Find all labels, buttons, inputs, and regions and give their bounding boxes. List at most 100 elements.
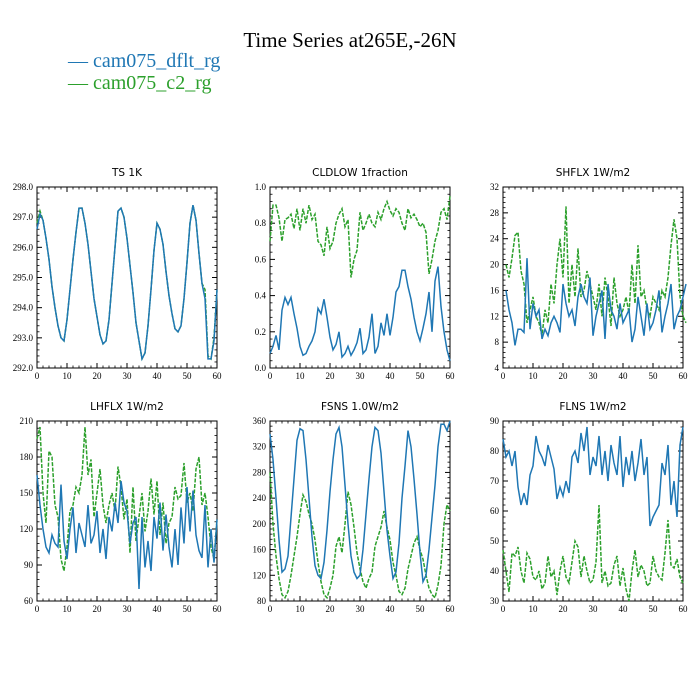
x-tick-label: 0 [501, 604, 506, 614]
x-tick-label: 50 [649, 604, 659, 614]
x-tick-label: 0 [35, 604, 40, 614]
y-tick-label: 160 [253, 545, 267, 555]
x-tick-label: 60 [446, 371, 456, 381]
y-tick-label: 30 [490, 596, 500, 606]
x-tick-label: 30 [123, 371, 133, 381]
y-tick-label: 28 [490, 208, 500, 218]
x-tick-label: 50 [416, 604, 426, 614]
x-tick-label: 60 [446, 604, 456, 614]
x-tick-label: 20 [559, 604, 569, 614]
series-line-dflt [269, 266, 451, 361]
x-tick-label: 20 [326, 371, 336, 381]
y-tick-label: 0.4 [255, 291, 267, 301]
panel-title: FSNS 1.0W/m2 [321, 401, 399, 413]
panel-4: LHFLX 1W/m2 0 10 20 30 40 50 60 60 90 120 150 180 210 [20, 401, 223, 614]
x-tick-label: 60 [679, 604, 689, 614]
x-tick-label: 0 [268, 604, 273, 614]
y-tick-label: 240 [253, 493, 267, 503]
panel-title: CLDLOW 1fraction [312, 167, 408, 179]
y-tick-label: 180 [20, 452, 34, 462]
x-tick-label: 40 [153, 371, 163, 381]
series-line-c2 [502, 504, 684, 602]
y-tick-label: 297.0 [13, 212, 34, 222]
x-tick-label: 10 [296, 604, 306, 614]
plot-frame [502, 186, 684, 369]
series-line-c2 [269, 196, 451, 278]
x-tick-label: 20 [93, 604, 103, 614]
legend-entry-series-2: — cam075_c2_rg [68, 72, 212, 94]
panel-title: SHFLX 1W/m2 [556, 167, 631, 179]
y-tick-label: 294.0 [13, 303, 34, 313]
series-line-c2 [505, 206, 687, 336]
x-tick-label: 60 [213, 604, 223, 614]
y-tick-label: 298.0 [13, 182, 34, 192]
y-tick-label: 210 [20, 416, 34, 426]
y-tick-label: 0.8 [255, 218, 267, 228]
series-line-dflt [505, 258, 687, 346]
x-tick-label: 50 [416, 371, 426, 381]
y-tick-label: 60 [24, 596, 34, 606]
x-tick-label: 30 [589, 371, 599, 381]
panel-1: TS 1K 0 10 20 30 40 50 60 292.0 293.0 294.0 295.0 29… [13, 167, 222, 381]
panel-3: SHFLX 1W/m2 0 10 20 30 40 50 60 4 8 12 16 20 24 28 32 [490, 167, 688, 381]
x-tick-label: 10 [529, 371, 539, 381]
x-tick-label: 10 [63, 371, 73, 381]
x-tick-label: 20 [93, 371, 103, 381]
y-tick-label: 12 [490, 311, 499, 321]
x-tick-label: 50 [183, 371, 193, 381]
y-tick-label: 295.0 [13, 273, 34, 283]
y-tick-label: 120 [253, 570, 267, 580]
x-tick-label: 0 [501, 371, 506, 381]
y-tick-label: 20 [490, 260, 500, 270]
chart-title: Time Series at265E,-26N [243, 28, 457, 52]
y-tick-label: 320 [253, 442, 267, 452]
panel-title: LHFLX 1W/m2 [90, 401, 164, 413]
panel-5: FSNS 1.0W/m2 0 10 20 30 40 50 60 80 120 160 200 240 2… [253, 401, 456, 614]
y-tick-label: 24 [490, 234, 500, 244]
panel-6: FLNS 1W/m2 0 10 20 30 40 50 60 30 40 50 60 70 80 90 [490, 401, 688, 614]
x-tick-label: 60 [213, 371, 223, 381]
x-tick-label: 10 [63, 604, 73, 614]
y-tick-label: 8 [495, 337, 500, 347]
y-tick-label: 0.6 [255, 254, 267, 264]
x-tick-label: 10 [296, 371, 306, 381]
y-tick-label: 80 [257, 596, 267, 606]
y-tick-label: 293.0 [13, 333, 34, 343]
legend-entry-series-1: — cam075_dflt_rg [68, 50, 221, 72]
x-tick-label: 30 [356, 604, 366, 614]
x-tick-label: 0 [268, 371, 273, 381]
y-tick-label: 1.0 [255, 182, 267, 192]
y-tick-label: 200 [253, 519, 267, 529]
y-tick-label: 80 [490, 446, 500, 456]
y-tick-label: 32 [490, 182, 499, 192]
x-tick-label: 20 [326, 604, 336, 614]
y-tick-label: 40 [490, 566, 500, 576]
x-tick-label: 20 [559, 371, 569, 381]
y-tick-label: 70 [490, 476, 500, 486]
series-line-dflt [502, 426, 684, 527]
panel-title: FLNS 1W/m2 [559, 401, 626, 413]
y-tick-label: 50 [490, 536, 500, 546]
series-line-dflt [269, 420, 451, 585]
y-tick-label: 120 [20, 524, 34, 534]
x-tick-label: 40 [386, 604, 396, 614]
y-tick-label: 360 [253, 416, 267, 426]
x-tick-label: 40 [619, 604, 629, 614]
panel-2: CLDLOW 1fraction 0 10 20 30 40 50 60 0.0 0.2 0.4 0.… [255, 167, 455, 381]
y-tick-label: 90 [490, 416, 500, 426]
series-line-c2 [36, 426, 218, 572]
x-tick-label: 30 [589, 604, 599, 614]
x-tick-label: 0 [35, 371, 40, 381]
series-line-dflt [36, 204, 218, 362]
series-line-dflt [36, 474, 218, 590]
x-tick-label: 50 [649, 371, 659, 381]
panel-title: TS 1K [111, 167, 143, 179]
y-tick-label: 16 [490, 285, 500, 295]
y-tick-label: 4 [495, 363, 500, 373]
y-tick-label: 296.0 [13, 242, 34, 252]
x-tick-label: 10 [529, 604, 539, 614]
x-tick-label: 40 [619, 371, 629, 381]
y-tick-label: 292.0 [13, 363, 34, 373]
y-tick-label: 0.0 [255, 363, 267, 373]
x-tick-label: 40 [386, 371, 396, 381]
